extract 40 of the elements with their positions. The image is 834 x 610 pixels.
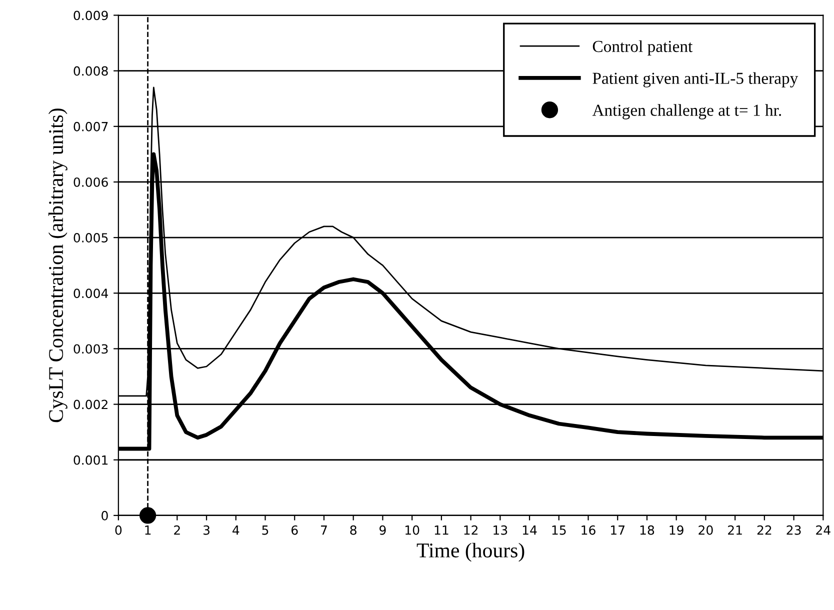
- legend-label: Patient given anti-IL-5 therapy: [592, 72, 798, 88]
- y-tick-label: 0.009: [74, 10, 108, 20]
- x-tick-label: 2: [174, 525, 180, 535]
- x-axis-title: Time (hours): [416, 542, 524, 562]
- x-tick-label: 3: [203, 525, 210, 535]
- x-tick-label: 5: [262, 526, 268, 535]
- x-tick-label: 13: [494, 525, 508, 535]
- legend-label: Control patient: [592, 40, 693, 56]
- x-tick-label: 19: [670, 525, 684, 535]
- x-tick-label: 6: [292, 525, 298, 535]
- y-tick-label: 0.008: [74, 66, 108, 76]
- x-tick-label: 4: [232, 526, 240, 535]
- x-tick-label: 1: [145, 526, 151, 535]
- x-tick-label: 8: [350, 525, 356, 535]
- y-tick-label: 0.003: [74, 344, 108, 354]
- y-tick-label: 0.002: [74, 400, 108, 410]
- legend-label: Antigen challenge at t= 1 hr.: [592, 104, 782, 120]
- x-tick-label: 10: [405, 525, 420, 535]
- x-tick-label: 11: [434, 526, 448, 535]
- x-tick-label: 23: [786, 525, 801, 535]
- y-tick-label: 0.001: [74, 455, 108, 465]
- x-tick-label: 17: [611, 526, 624, 535]
- x-tick-label: 12: [464, 525, 478, 535]
- x-tick-label: 21: [728, 525, 742, 535]
- x-tick-label: 20: [698, 525, 713, 535]
- x-tick-label: 0: [115, 525, 122, 535]
- y-axis-title: CysLT Concentration (arbitrary units): [48, 108, 68, 422]
- x-tick-label: 9: [380, 525, 386, 535]
- x-tick-label: 14: [522, 526, 537, 535]
- x-tick-label: 7: [321, 526, 327, 535]
- x-tick-label: 15: [552, 526, 566, 535]
- x-tick-label: 18: [640, 525, 654, 535]
- y-tick-label: 0.005: [74, 233, 108, 242]
- y-tick-label: 0.006: [74, 177, 108, 187]
- y-tick-label: 0.007: [74, 122, 108, 132]
- x-tick-label: 24: [816, 525, 830, 535]
- y-tick-label: 0.004: [74, 288, 108, 298]
- y-tick-label: 0: [102, 510, 108, 520]
- x-tick-label: 22: [757, 525, 772, 535]
- x-tick-label: 16: [582, 525, 596, 535]
